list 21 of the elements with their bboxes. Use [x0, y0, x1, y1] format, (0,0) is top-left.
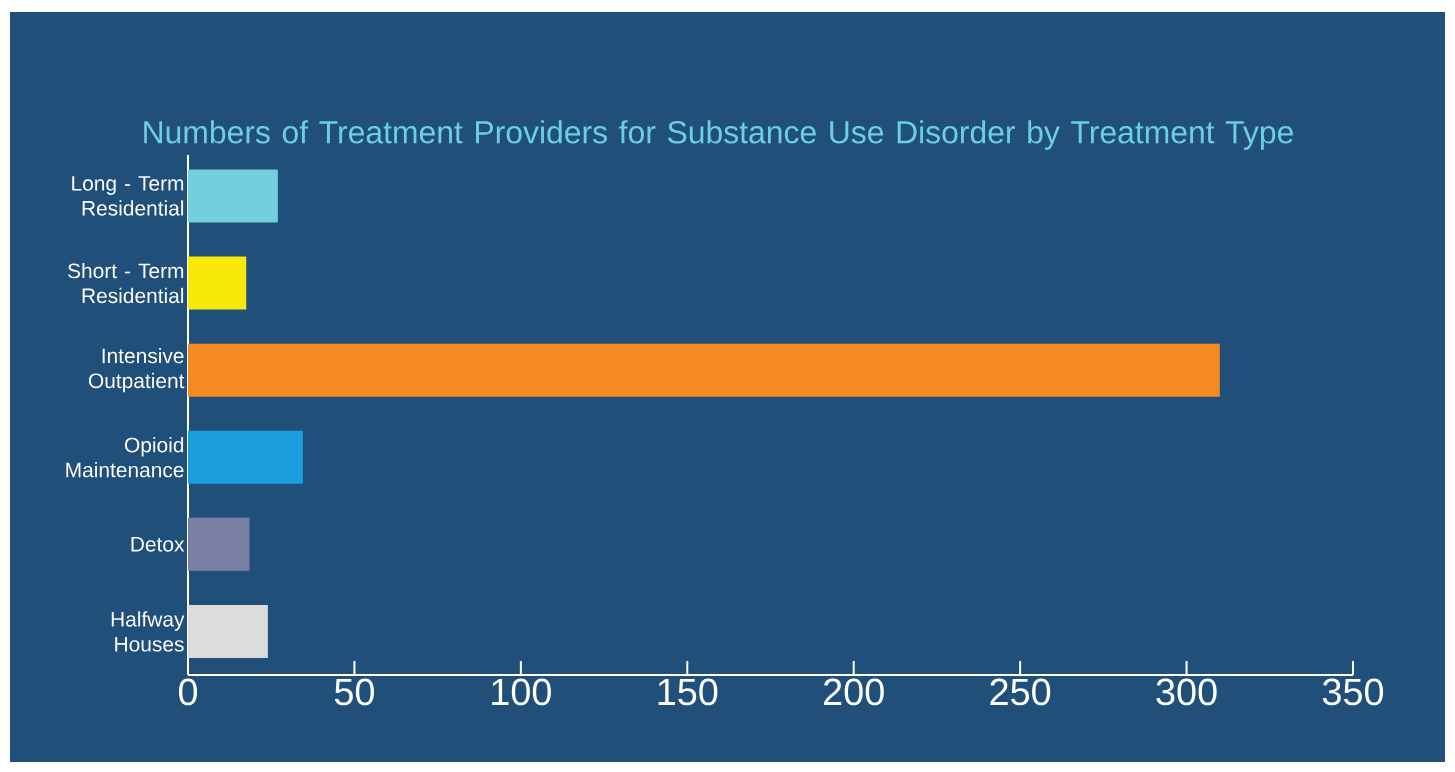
x-tick-label: 250: [990, 678, 1051, 706]
x-tick-label: 50: [334, 678, 374, 706]
bar: [188, 343, 1220, 397]
bar: [188, 517, 250, 571]
y-tick-label: Long - Term Residential: [72, 176, 184, 216]
y-tick-label: Detox: [131, 537, 185, 552]
chart-title: Numbers of Treatment Providers for Substance Use Disorder by Treatment Type: [144, 120, 1293, 150]
y-tick-label: Intensive Outpatient: [88, 347, 185, 393]
bar: [188, 256, 247, 310]
y-tick-label: Short - Term Residential: [68, 262, 184, 304]
x-tick-label: 0: [178, 678, 198, 706]
x-tick-label: 100: [492, 678, 551, 706]
bar: [188, 604, 268, 658]
x-tick-label: 150: [658, 678, 718, 706]
x-tick-label: 350: [1322, 678, 1384, 706]
bar: [188, 169, 278, 223]
bar: [188, 430, 303, 484]
y-tick-label: Halfway Houses: [111, 611, 185, 652]
y-tick-label: Opioid Maintenance: [66, 437, 184, 478]
x-tick-label: 300: [1156, 678, 1217, 706]
x-tick-label: 200: [824, 678, 884, 706]
